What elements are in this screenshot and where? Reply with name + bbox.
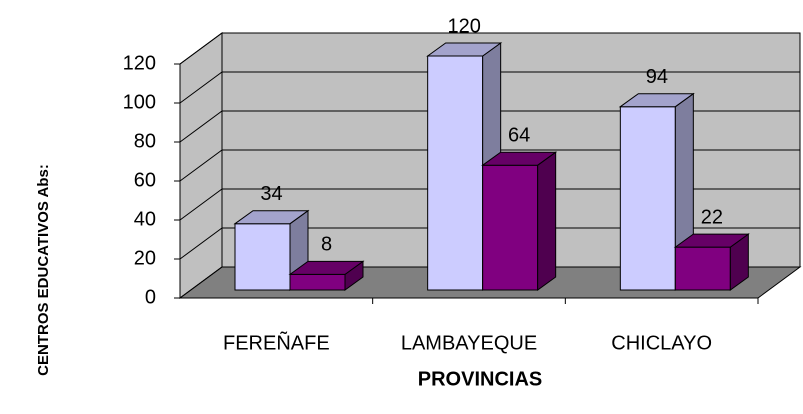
grid-line <box>179 32 800 65</box>
bar <box>481 151 558 291</box>
bar <box>288 260 365 291</box>
y-axis-label: CENTROS EDUCATIVOS Abs: <box>35 164 52 376</box>
bar-front <box>427 55 484 291</box>
data-label: 8 <box>321 234 332 256</box>
y-tick-label: 120 <box>123 52 156 74</box>
data-label: 120 <box>447 15 480 37</box>
data-label: 64 <box>508 124 530 146</box>
bar-front <box>234 223 291 291</box>
grid-line <box>179 71 800 104</box>
bar-front <box>482 164 539 291</box>
x-tick-label: FEREÑAFE <box>223 330 330 354</box>
bar-top <box>233 210 310 225</box>
bar-top <box>288 260 365 275</box>
bar <box>673 233 750 291</box>
grid-line <box>179 266 800 299</box>
y-tick-label: 20 <box>134 247 156 269</box>
y-tick-label: 40 <box>134 208 156 230</box>
bar-top <box>618 93 695 108</box>
grid-line <box>179 110 800 143</box>
data-label: 22 <box>701 206 723 228</box>
x-tick-label: CHICLAYO <box>611 332 712 354</box>
grid-line <box>179 188 800 221</box>
data-label: 94 <box>646 66 668 88</box>
data-label: 34 <box>260 183 282 205</box>
x-axis-label: PROVINCIAS <box>418 368 542 390</box>
bar-top <box>673 233 750 248</box>
y-tick-label: 0 <box>145 286 156 308</box>
bar-front <box>289 273 346 291</box>
y-tick-label: 80 <box>134 130 156 152</box>
x-tick-label: LAMBAYEQUE <box>401 332 537 354</box>
bar-side <box>537 151 557 291</box>
bar-top <box>481 151 558 166</box>
bar-front <box>674 246 731 291</box>
grid-line <box>179 227 800 260</box>
bar-top <box>426 42 503 57</box>
bar-front <box>619 106 676 291</box>
grid-line <box>179 149 800 182</box>
y-tick-label: 100 <box>123 91 156 113</box>
y-tick-label: 60 <box>134 169 156 191</box>
